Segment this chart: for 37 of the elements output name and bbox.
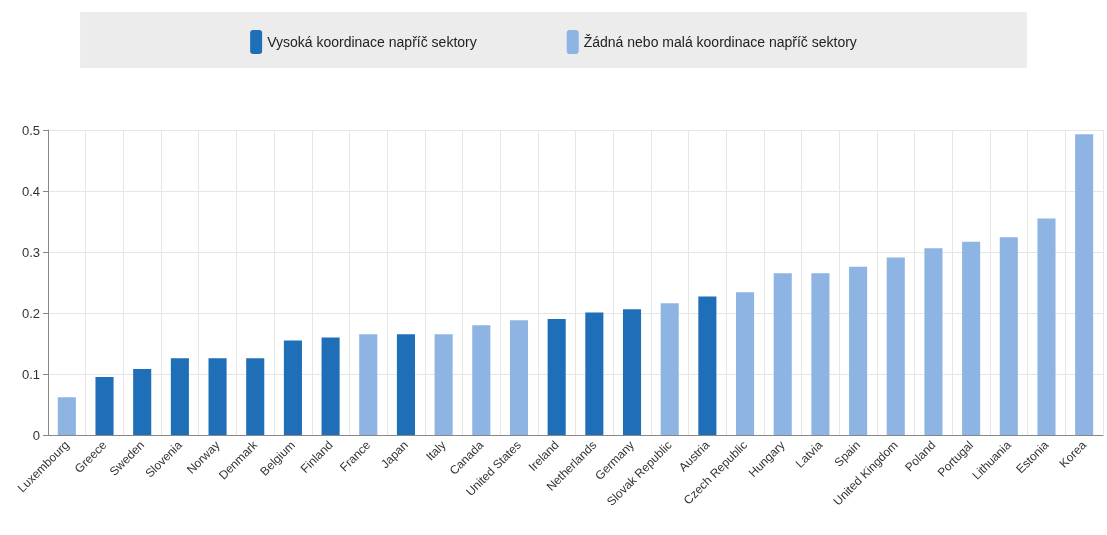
- bar: [547, 319, 566, 435]
- bar: [585, 312, 604, 435]
- bar: [1037, 218, 1056, 435]
- bar: [396, 334, 415, 435]
- bar: [773, 273, 792, 435]
- bar: [811, 273, 830, 435]
- bar: [999, 237, 1018, 435]
- y-tick-label: 0.4: [21, 183, 40, 199]
- bar: [359, 334, 378, 435]
- bar: [660, 303, 679, 435]
- bar: [208, 358, 227, 435]
- legend-label: Žádná nebo malá koordinace napříč sektory: [583, 34, 857, 50]
- y-tick-label: 0.3: [21, 244, 40, 260]
- bar: [886, 257, 905, 435]
- bar: [434, 334, 453, 435]
- bar: [509, 320, 529, 435]
- y-tick-label: 0: [32, 427, 40, 443]
- y-tick-label: 0.5: [21, 122, 40, 138]
- bar: [698, 296, 717, 435]
- bar: [622, 309, 642, 435]
- legend-label: Vysoká koordinace napříč sektory: [267, 34, 477, 50]
- bar: [133, 369, 152, 435]
- bar: [962, 241, 981, 435]
- bar: [924, 248, 943, 435]
- y-tick-label: 0.1: [21, 366, 40, 382]
- bar: [57, 397, 76, 435]
- bar: [246, 358, 265, 435]
- y-tick-label: 0.2: [21, 305, 40, 321]
- bar: [321, 337, 340, 435]
- bar: [95, 377, 114, 435]
- bar: [283, 340, 302, 435]
- bar: [170, 358, 189, 435]
- bar: [472, 325, 491, 435]
- bar: [849, 266, 868, 435]
- bar: [1075, 134, 1094, 435]
- bar: [736, 292, 755, 435]
- x-tick-label: Italy: [423, 438, 449, 464]
